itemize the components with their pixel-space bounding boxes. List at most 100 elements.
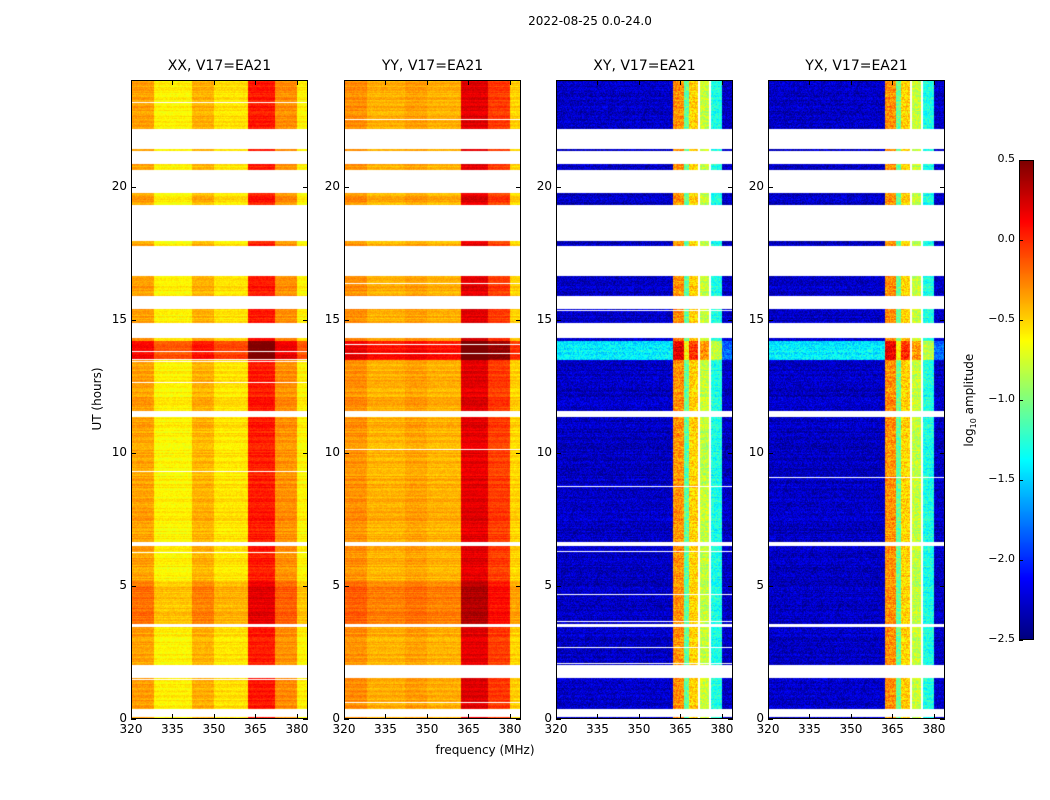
colorbar-tick-label: −1.5 bbox=[988, 472, 1015, 485]
y-tick-mark bbox=[131, 452, 136, 454]
y-tick-mark bbox=[344, 186, 349, 188]
colorbar-tick-label: −0.5 bbox=[988, 312, 1015, 325]
y-tick-mark bbox=[728, 585, 733, 587]
y-tick-mark bbox=[940, 585, 945, 587]
x-tick-mark bbox=[809, 80, 811, 85]
y-tick-mark bbox=[131, 719, 136, 720]
x-tick-mark bbox=[768, 80, 769, 85]
x-tick-mark bbox=[509, 714, 511, 719]
x-tick-label: 380 bbox=[285, 722, 309, 736]
panel-yy: YY, V17=EA21 320 335 350 365 380 0 5 10 15 20 bbox=[325, 58, 522, 736]
y-tick-label: 10 bbox=[748, 444, 764, 459]
y-tick-mark bbox=[516, 319, 521, 321]
y-tick-mark bbox=[303, 319, 308, 321]
x-tick-label: 350 bbox=[415, 722, 439, 736]
x-tick-mark bbox=[255, 80, 257, 85]
colorbar-tick-label: −2.0 bbox=[988, 552, 1015, 565]
x-tick-label: 365 bbox=[669, 722, 692, 736]
colorbar-tick-mark bbox=[1019, 480, 1023, 481]
y-tick-mark bbox=[768, 585, 773, 587]
y-tick-mark bbox=[344, 452, 349, 454]
y-tick-label: 15 bbox=[536, 311, 552, 326]
x-tick-label: 335 bbox=[161, 722, 184, 736]
colorbar-tick-label: −2.5 bbox=[988, 632, 1015, 645]
y-tick-mark bbox=[556, 319, 561, 321]
colorbar-tick-label: 0.5 bbox=[997, 152, 1016, 165]
heatmap-image bbox=[768, 80, 945, 719]
figure-title: 2022-08-25 0.0-24.0 bbox=[528, 14, 652, 28]
x-tick-mark bbox=[597, 80, 599, 85]
y-tick-mark bbox=[344, 719, 349, 720]
colorbar-tick-mark bbox=[1019, 240, 1023, 241]
y-tick-label: 10 bbox=[111, 444, 127, 459]
x-tick-label: 335 bbox=[798, 722, 821, 736]
y-tick-label: 0 bbox=[544, 711, 552, 725]
panel-xy: XY, V17=EA21 320 335 350 365 380 0 5 10 15 20 bbox=[537, 58, 734, 736]
y-tick-mark bbox=[556, 452, 561, 454]
x-tick-mark bbox=[850, 714, 852, 719]
colorbar-label-sub: 10 bbox=[969, 418, 979, 429]
panel-yx: YX, V17=EA21 320 335 350 365 380 0 5 10 15 20 bbox=[749, 58, 946, 736]
x-tick-mark bbox=[296, 714, 298, 719]
x-tick-mark bbox=[892, 714, 894, 719]
y-tick-mark bbox=[768, 719, 773, 720]
y-tick-label: 15 bbox=[748, 311, 764, 326]
x-tick-mark bbox=[680, 80, 682, 85]
x-tick-mark bbox=[131, 80, 132, 85]
x-tick-label: 380 bbox=[710, 722, 734, 736]
x-tick-mark bbox=[426, 714, 428, 719]
y-tick-mark bbox=[131, 585, 136, 587]
y-tick-label: 20 bbox=[536, 178, 552, 193]
y-tick-mark bbox=[768, 452, 773, 454]
colorbar-label-rest: amplitude bbox=[961, 353, 976, 419]
colorbar-tick-label: 0.0 bbox=[997, 232, 1016, 245]
y-tick-mark bbox=[303, 719, 308, 720]
x-axis-label: frequency (MHz) bbox=[435, 743, 535, 757]
y-tick-mark bbox=[768, 319, 773, 321]
y-tick-mark bbox=[516, 186, 521, 188]
x-tick-mark bbox=[255, 714, 257, 719]
y-tick-mark bbox=[516, 719, 521, 720]
y-tick-label: 10 bbox=[324, 444, 340, 459]
x-tick-label: 380 bbox=[922, 722, 946, 736]
y-tick-label: 0 bbox=[332, 711, 340, 725]
axes-frame bbox=[131, 80, 308, 719]
x-tick-mark bbox=[426, 80, 428, 85]
colorbar-tick-mark bbox=[1019, 560, 1023, 561]
colorbar-tick-mark bbox=[1019, 320, 1023, 321]
x-tick-mark bbox=[933, 80, 935, 85]
colorbar-tick-mark bbox=[1019, 160, 1023, 161]
x-tick-mark bbox=[933, 714, 935, 719]
x-tick-mark bbox=[385, 714, 387, 719]
y-tick-label: 5 bbox=[756, 577, 764, 592]
x-tick-mark bbox=[721, 80, 723, 85]
x-tick-mark bbox=[556, 714, 557, 719]
x-tick-mark bbox=[213, 714, 215, 719]
x-tick-mark bbox=[850, 80, 852, 85]
x-tick-mark bbox=[172, 80, 174, 85]
colorbar-tick-mark bbox=[1019, 640, 1023, 641]
x-tick-mark bbox=[131, 714, 132, 719]
x-tick-label: 320 bbox=[119, 722, 143, 736]
x-tick-mark bbox=[468, 80, 470, 85]
axes-frame bbox=[556, 80, 733, 719]
y-tick-mark bbox=[940, 186, 945, 188]
x-tick-mark bbox=[638, 714, 640, 719]
y-tick-mark bbox=[516, 452, 521, 454]
y-tick-mark bbox=[940, 319, 945, 321]
y-tick-mark bbox=[556, 186, 561, 188]
y-tick-mark bbox=[728, 719, 733, 720]
x-tick-mark bbox=[638, 80, 640, 85]
y-tick-mark bbox=[303, 585, 308, 587]
y-axis-label: UT (hours) bbox=[90, 367, 104, 431]
y-tick-label: 0 bbox=[119, 711, 127, 725]
y-tick-label: 5 bbox=[544, 577, 552, 592]
panel-xx: XX, V17=EA21 320 335 350 365 380 0 5 10 15 20 bbox=[112, 58, 309, 736]
panel-title: YX, V17=EA21 bbox=[805, 58, 908, 74]
x-tick-mark bbox=[768, 714, 769, 719]
y-tick-mark bbox=[728, 186, 733, 188]
x-tick-mark bbox=[385, 80, 387, 85]
x-tick-mark bbox=[556, 80, 557, 85]
y-tick-label: 20 bbox=[324, 178, 340, 193]
